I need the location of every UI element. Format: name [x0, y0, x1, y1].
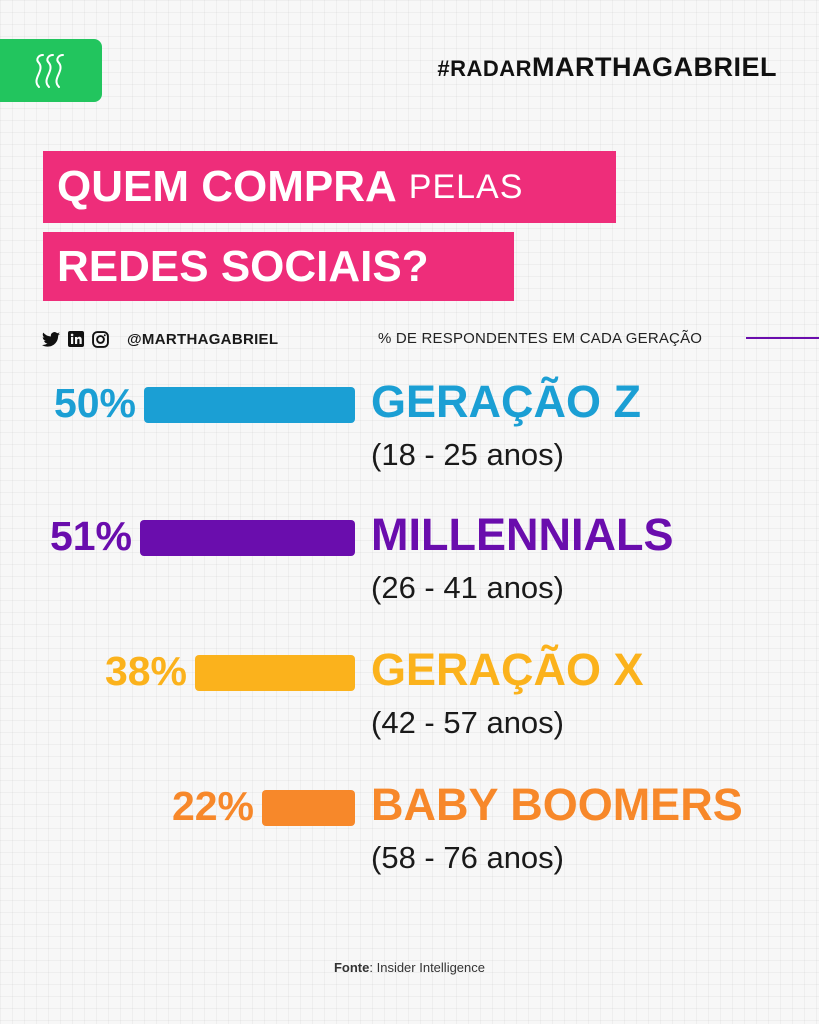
- instagram-icon[interactable]: [92, 330, 109, 348]
- source-text: : Insider Intelligence: [369, 960, 485, 975]
- age-range-0: (18 - 25 anos): [371, 437, 564, 472]
- age-range-1: (26 - 41 anos): [371, 570, 564, 605]
- title-line-1: QUEM COMPRA PELAS: [43, 151, 616, 223]
- swirl-logo-icon: [35, 53, 64, 88]
- value-label-2: 38%: [104, 648, 187, 694]
- value-label-1: 51%: [49, 513, 132, 559]
- category-label-1: MILLENNIALS: [371, 509, 674, 560]
- linkedin-icon[interactable]: [68, 331, 84, 347]
- source-label: Fonte: [333, 960, 370, 975]
- category-label-2: GERAÇÃO X: [371, 644, 644, 695]
- social-handle[interactable]: @MARTHAGABRIEL: [127, 330, 279, 348]
- bar-2: [195, 655, 355, 691]
- title-bold-2: REDES SOCIAIS?: [57, 241, 429, 291]
- title-light-1: PELAS: [408, 167, 524, 206]
- age-range-3: (58 - 76 anos): [371, 840, 564, 875]
- hashtag-main: MARTHAGABRIEL: [532, 52, 777, 82]
- bar-3: [262, 790, 355, 826]
- value-label-0: 50%: [53, 380, 136, 426]
- bar-1: [140, 520, 355, 556]
- category-label-0: GERAÇÃO Z: [371, 376, 641, 427]
- hashtag-title: #RADARMARTHAGABRIEL: [437, 52, 777, 83]
- title-bold-1: QUEM COMPRA: [57, 162, 397, 211]
- value-label-3: 22%: [171, 783, 254, 829]
- age-range-2: (42 - 57 anos): [371, 705, 564, 740]
- social-row: @MARTHAGABRIEL: [42, 328, 278, 350]
- source-note: Fonte: Insider Intelligence: [0, 960, 819, 975]
- brand-logo: [0, 39, 102, 102]
- category-label-3: BABY BOOMERS: [371, 779, 743, 830]
- legend-line: [746, 337, 819, 339]
- chart-legend-label: % DE RESPONDENTES EM CADA GERAÇÃO: [378, 330, 703, 347]
- twitter-icon[interactable]: [42, 331, 60, 347]
- bar-0: [144, 387, 355, 423]
- hashtag-prefix: #RADAR: [437, 56, 533, 81]
- title-line-2: REDES SOCIAIS?: [43, 232, 514, 301]
